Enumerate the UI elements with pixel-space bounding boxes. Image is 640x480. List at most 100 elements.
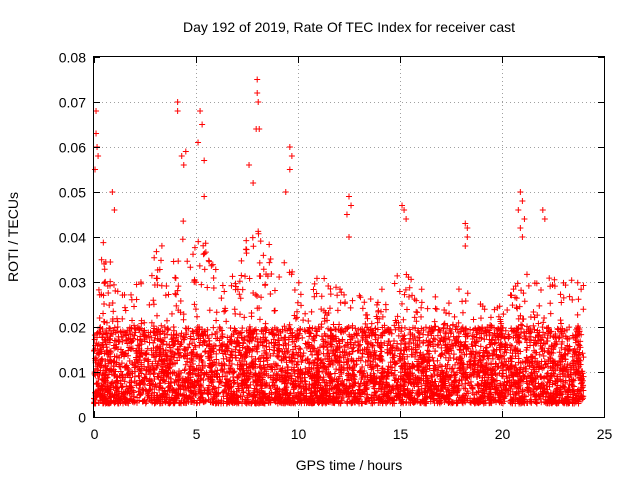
data-point <box>224 375 231 382</box>
data-point <box>94 379 101 386</box>
data-point <box>414 341 421 348</box>
data-point <box>517 312 524 319</box>
data-point <box>146 301 153 308</box>
data-point <box>325 355 332 362</box>
data-point <box>194 313 201 320</box>
data-point <box>544 335 551 342</box>
data-point <box>531 385 538 392</box>
data-point <box>551 276 558 283</box>
data-point <box>442 330 449 337</box>
data-point <box>368 320 375 327</box>
data-point <box>176 368 183 375</box>
data-point <box>308 360 315 367</box>
data-point <box>497 380 504 387</box>
data-points <box>91 76 587 407</box>
data-point <box>519 368 526 375</box>
data-point <box>430 327 437 334</box>
data-point <box>136 397 143 404</box>
data-point <box>134 394 141 401</box>
data-point <box>459 324 466 331</box>
data-point <box>523 339 530 346</box>
data-point <box>392 326 399 333</box>
data-point <box>339 348 346 355</box>
data-point <box>200 377 207 384</box>
data-point <box>232 280 239 287</box>
data-point <box>455 286 462 293</box>
data-point <box>121 304 128 311</box>
data-point <box>191 301 198 308</box>
data-point <box>564 361 571 368</box>
data-point <box>574 279 581 286</box>
data-point <box>175 283 182 290</box>
data-point <box>162 347 169 354</box>
data-point <box>268 270 275 277</box>
data-point <box>532 340 539 347</box>
data-point <box>252 291 259 298</box>
data-point <box>401 324 408 331</box>
data-point <box>355 347 362 354</box>
data-point <box>457 353 464 360</box>
data-point <box>202 249 209 256</box>
data-point <box>391 280 398 287</box>
data-point <box>256 259 263 266</box>
data-point <box>201 339 208 346</box>
data-point <box>228 348 235 355</box>
data-point <box>164 331 171 338</box>
data-point <box>403 271 410 278</box>
chart-title: Day 192 of 2019, Rate Of TEC Index for r… <box>183 19 515 35</box>
data-point <box>311 280 318 287</box>
data-point <box>507 347 514 354</box>
data-point <box>250 243 257 250</box>
data-point <box>170 341 177 348</box>
data-point <box>337 299 344 306</box>
data-point <box>330 390 337 397</box>
data-point <box>541 315 548 322</box>
data-point <box>107 366 114 373</box>
data-point <box>521 335 528 342</box>
data-point <box>291 287 298 294</box>
data-point <box>151 389 158 396</box>
data-point <box>497 316 504 323</box>
data-point <box>100 239 107 246</box>
data-point <box>184 355 191 362</box>
data-point <box>334 307 341 314</box>
data-point <box>406 326 413 333</box>
data-point <box>224 370 231 377</box>
data-point <box>161 324 168 331</box>
data-point <box>536 302 543 309</box>
data-point <box>454 369 461 376</box>
data-point <box>513 295 520 302</box>
data-point <box>234 361 241 368</box>
data-point <box>569 378 576 385</box>
data-point <box>244 376 251 383</box>
data-point <box>236 291 243 298</box>
data-point <box>479 364 486 371</box>
data-point <box>149 385 156 392</box>
data-point <box>232 310 239 317</box>
data-point <box>260 266 267 273</box>
data-point <box>519 322 526 329</box>
data-point <box>200 242 207 249</box>
data-point <box>455 382 462 389</box>
data-point <box>408 276 415 283</box>
data-point <box>349 297 356 304</box>
data-point <box>167 361 174 368</box>
data-point <box>486 329 493 336</box>
data-point <box>227 377 234 384</box>
data-point <box>575 324 582 331</box>
data-point <box>209 386 216 393</box>
data-point <box>494 334 501 341</box>
data-point <box>492 396 499 403</box>
data-point <box>222 347 229 354</box>
data-point <box>321 307 328 314</box>
data-point <box>451 313 458 320</box>
data-point <box>438 344 445 351</box>
data-point <box>405 379 412 386</box>
data-point <box>294 308 301 315</box>
data-point <box>213 317 220 324</box>
data-point <box>267 290 274 297</box>
data-point <box>374 299 381 306</box>
data-point <box>445 300 452 307</box>
data-point <box>530 308 537 315</box>
data-point <box>533 368 540 375</box>
